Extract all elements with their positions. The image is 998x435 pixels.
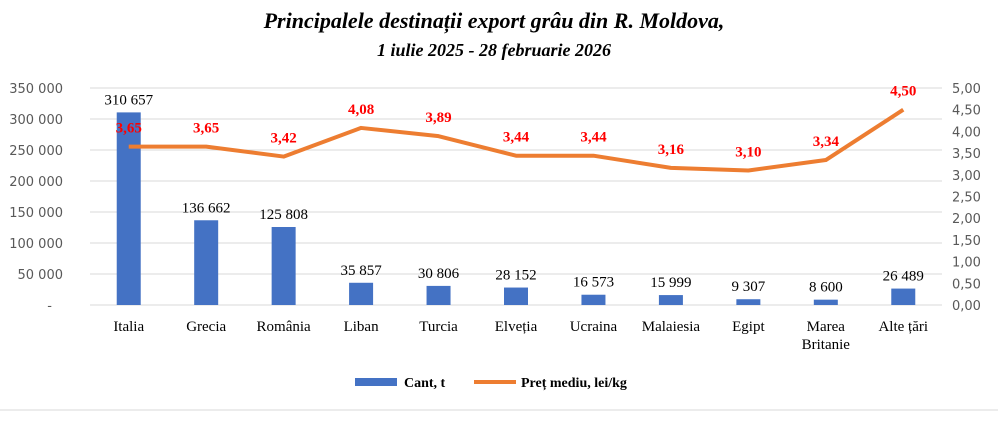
y-right-tick: 1,50	[952, 234, 981, 249]
legend-label-line: Preț mediu, lei/kg	[521, 376, 627, 391]
x-tick-label: Ucraina	[570, 319, 618, 335]
bar	[504, 287, 528, 305]
bar	[581, 294, 606, 305]
legend-label-bar: Cant, t	[404, 376, 446, 391]
y-left-tick: 250 000	[9, 144, 63, 159]
x-tick-label: România	[257, 319, 311, 335]
y-right-tick: 2,50	[952, 191, 981, 206]
line-data-label: 3,44	[580, 130, 607, 146]
line-data-label: 3,65	[116, 121, 142, 137]
x-tick-label: Turcia	[419, 319, 458, 335]
line-data-label: 3,16	[658, 142, 685, 158]
x-tick-label: Liban	[344, 319, 379, 335]
line-data-label: 3,34	[813, 134, 840, 150]
bar-data-label: 26 489	[883, 269, 924, 285]
y-left-tick: 150 000	[9, 206, 63, 221]
bar-data-label: 15 999	[650, 275, 691, 291]
bar-data-label: 125 808	[259, 207, 308, 223]
x-tick-label: Britanie	[802, 337, 851, 353]
bar	[736, 299, 761, 305]
line-data-label: 4,50	[890, 84, 916, 100]
y-right-tick: 3,00	[952, 169, 981, 184]
y-left-tick: -	[47, 299, 52, 314]
y-right-tick: 3,50	[952, 147, 981, 162]
line-data-label: 3,10	[735, 144, 761, 160]
y-left-tick: 200 000	[9, 175, 63, 190]
line-data-label: 4,08	[348, 102, 374, 118]
y-left-tick: 350 000	[9, 82, 63, 97]
legend-swatch-bar	[355, 378, 397, 386]
bar-data-label: 9 307	[731, 279, 765, 295]
bar	[891, 288, 916, 305]
y-left-tick: 300 000	[9, 113, 63, 128]
x-tick-label: Elveția	[495, 319, 538, 335]
bar	[271, 226, 296, 305]
bar	[349, 282, 374, 305]
y-right-tick: 0,50	[952, 277, 981, 292]
bar-data-label: 35 857	[340, 263, 382, 279]
line-data-label: 3,65	[193, 121, 219, 137]
bar-data-label: 136 662	[182, 200, 231, 216]
legend: Cant, t Preț mediu, lei/kg	[355, 376, 627, 391]
x-tick-label: Malaiesia	[642, 319, 701, 335]
y-right-tick: 4,50	[952, 104, 981, 119]
bar	[426, 285, 451, 305]
y-right-tick: 4,00	[952, 125, 981, 140]
bar-data-label: 30 806	[418, 266, 460, 282]
bar-data-label: 310 657	[104, 92, 153, 108]
line-data-label: 3,89	[425, 110, 451, 126]
y-right-tick: 5,00	[952, 82, 981, 97]
chart-subtitle: 1 iulie 2025 - 28 februarie 2026	[377, 40, 611, 60]
x-tick-label: Egipt	[732, 319, 765, 335]
x-tick-label: Alte țări	[878, 319, 928, 335]
line-data-label: 3,42	[271, 131, 297, 147]
bar	[658, 295, 683, 305]
y-left-tick: 50 000	[18, 268, 64, 283]
y-right-tick: 0,00	[952, 299, 981, 314]
chart-title: Principalele destinații export grâu din …	[263, 8, 725, 34]
bar-data-label: 16 573	[573, 275, 614, 291]
bar-data-label: 8 600	[809, 280, 843, 296]
x-tick-label: Marea	[807, 319, 846, 335]
bar	[813, 299, 838, 305]
y-right-tick: 1,00	[952, 256, 981, 271]
x-tick-label: Grecia	[186, 319, 226, 335]
bar	[194, 220, 219, 305]
y-right-tick: 2,00	[952, 212, 981, 227]
bar-data-label: 28 152	[495, 268, 536, 284]
bar	[116, 112, 141, 305]
y-left-tick: 100 000	[9, 237, 63, 252]
x-tick-label: Italia	[113, 319, 144, 335]
line-data-label: 3,44	[503, 130, 530, 146]
